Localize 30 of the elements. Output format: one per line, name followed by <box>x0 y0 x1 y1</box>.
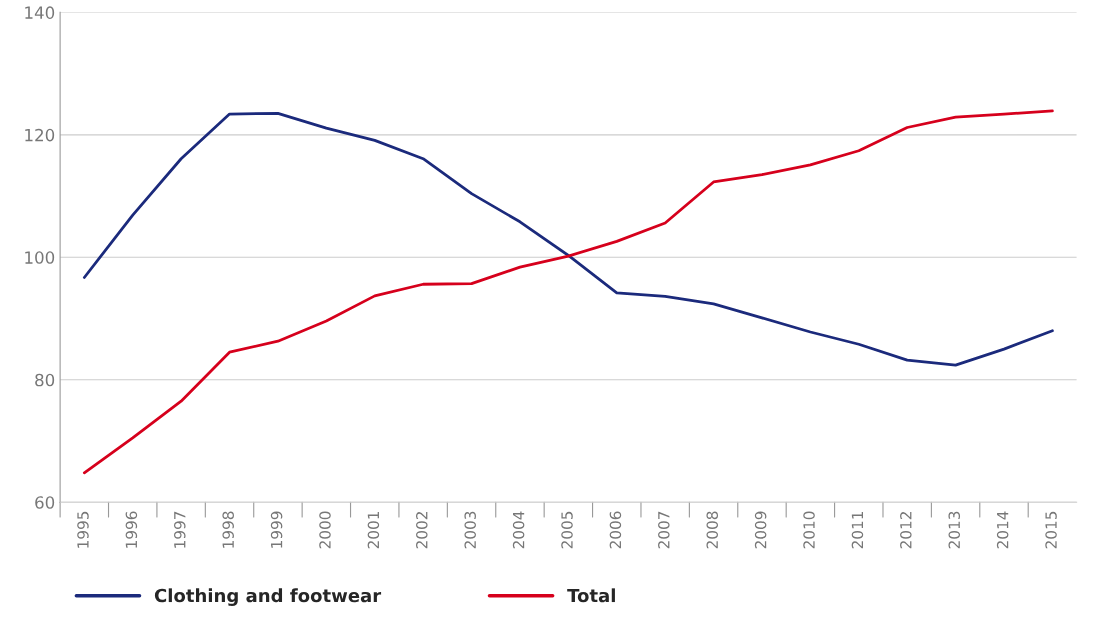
x-tick-label: 2003 <box>464 511 476 549</box>
x-tick-label: 1995 <box>77 511 89 548</box>
line-series <box>82 112 1054 367</box>
y-tick-label: 140 <box>25 6 55 19</box>
x-tick-label: 2001 <box>367 511 380 549</box>
x-tick-label: 2008 <box>706 511 719 549</box>
line-series <box>82 109 1054 475</box>
x-tick-label: 2004 <box>512 511 525 549</box>
x-tick-label: 2006 <box>609 511 622 549</box>
x-tick-label: 2002 <box>416 512 428 549</box>
x-tick-label: 2015 <box>1045 511 1057 549</box>
x-tick-label: 2009 <box>754 511 767 549</box>
legend-label: Total <box>567 588 615 603</box>
x-tick-label: 2010 <box>803 511 815 549</box>
x-tick-label: 2007 <box>658 511 670 549</box>
x-tick-label: 2011 <box>851 511 864 549</box>
y-tick-label: 100 <box>25 251 55 264</box>
x-tick-label: 1996 <box>125 511 138 548</box>
y-tick-label: 120 <box>25 128 55 142</box>
x-tick-label: 1997 <box>174 511 186 548</box>
x-tick-label: 1999 <box>270 511 283 548</box>
x-tick-label: 2013 <box>948 511 961 549</box>
y-tick-label: 80 <box>35 373 55 387</box>
x-tick-label: 2014 <box>996 511 1009 549</box>
legend-label: Clothing and footwear <box>154 588 382 606</box>
x-tick-label: 2000 <box>319 511 331 549</box>
x-tick-label: 2012 <box>900 512 912 549</box>
y-tick-label: 60 <box>35 496 55 509</box>
x-tick-label: 2005 <box>561 511 573 549</box>
x-tick-label: 1998 <box>222 511 234 548</box>
